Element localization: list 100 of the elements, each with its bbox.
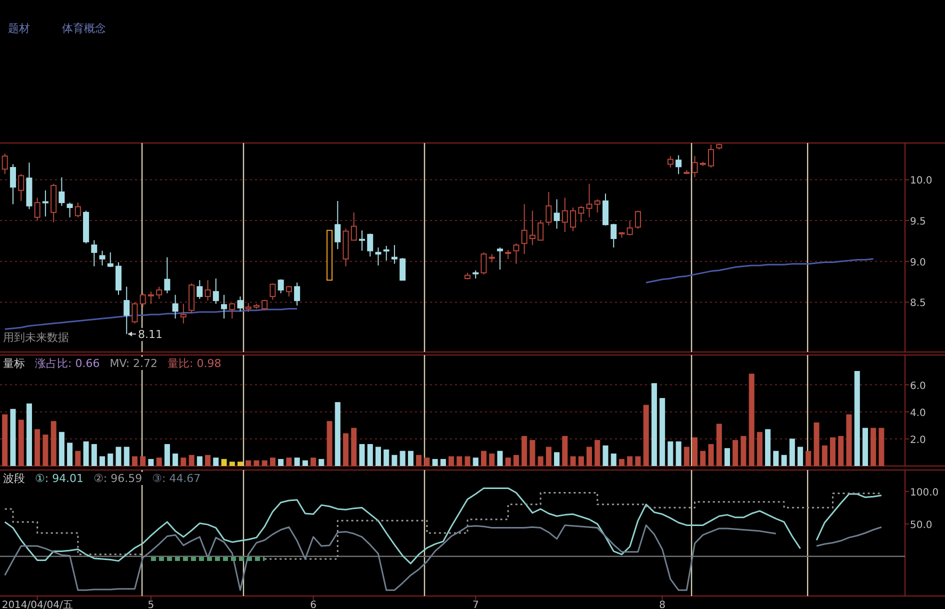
candlestick xyxy=(546,191,552,226)
bar xyxy=(870,428,876,466)
bar xyxy=(440,458,446,466)
candlestick xyxy=(496,247,503,270)
bar xyxy=(148,458,154,466)
bar xyxy=(481,450,486,466)
candlestick xyxy=(626,220,633,236)
y-tick-label: 6.0 xyxy=(910,380,926,392)
bar xyxy=(830,437,836,466)
bar xyxy=(196,456,202,466)
candlestick xyxy=(294,282,300,306)
x-tick-label: 2014/04/04/五 xyxy=(2,600,73,609)
bar xyxy=(814,422,820,466)
candlestick xyxy=(554,198,560,230)
bar xyxy=(392,454,398,466)
bar xyxy=(708,444,714,466)
bar xyxy=(205,454,211,466)
candlestick xyxy=(708,144,714,168)
text: ②: 96.59 xyxy=(94,472,142,485)
bar xyxy=(505,458,511,466)
bar xyxy=(724,448,730,466)
bar xyxy=(375,446,381,466)
bar xyxy=(610,454,616,466)
bar xyxy=(635,456,641,466)
bar xyxy=(424,458,430,466)
text: 题材 xyxy=(8,22,30,35)
bar xyxy=(400,450,406,466)
candlestick xyxy=(66,202,73,218)
bar xyxy=(756,432,762,466)
candlestick xyxy=(529,210,536,246)
bar xyxy=(513,454,519,466)
text: 体育概念 xyxy=(62,22,106,35)
bar xyxy=(100,456,106,466)
candlestick xyxy=(594,198,600,213)
candlestick xyxy=(692,156,698,178)
bar xyxy=(34,429,40,466)
bar xyxy=(302,460,308,466)
bar xyxy=(262,460,268,466)
bar xyxy=(2,414,8,466)
candlestick xyxy=(375,247,382,266)
bar xyxy=(773,450,779,466)
chart-title: 波段 xyxy=(3,472,25,485)
candlestick xyxy=(350,212,357,241)
bar xyxy=(172,454,178,466)
bar xyxy=(58,432,64,466)
bar xyxy=(846,414,852,466)
candlestick xyxy=(164,256,170,294)
bar xyxy=(10,408,16,466)
bar xyxy=(408,450,414,466)
bar xyxy=(140,456,146,466)
bar xyxy=(748,374,754,466)
candlestick xyxy=(148,291,154,304)
y-tick-label: 2.0 xyxy=(910,434,926,446)
bar xyxy=(50,421,56,466)
bar xyxy=(83,441,89,466)
candlestick xyxy=(634,210,641,230)
bar xyxy=(359,444,365,466)
bar xyxy=(238,462,243,466)
bar xyxy=(326,421,332,466)
chart-title: 量标 xyxy=(3,357,25,370)
bar xyxy=(798,446,804,466)
text: ①: 94.01 xyxy=(35,472,84,485)
candlestick xyxy=(278,278,284,294)
candlestick xyxy=(172,294,178,320)
candlestick xyxy=(667,156,674,168)
candlestick xyxy=(570,206,576,232)
candlestick xyxy=(91,240,98,267)
candlestick xyxy=(513,242,520,264)
bar xyxy=(432,458,438,466)
bar xyxy=(384,450,390,466)
y-tick-label: 50.0 xyxy=(910,520,932,531)
bar xyxy=(213,458,219,466)
bar xyxy=(456,456,462,466)
bar xyxy=(676,441,682,466)
bar xyxy=(91,444,97,466)
bar xyxy=(448,456,454,466)
bar xyxy=(489,454,495,466)
candlestick xyxy=(42,190,48,217)
candlestick xyxy=(18,174,24,202)
candlestick xyxy=(180,303,186,324)
candlestick xyxy=(334,200,341,250)
bar xyxy=(497,450,503,466)
x-tick-label: 6 xyxy=(310,600,316,609)
bar xyxy=(684,446,690,466)
candlestick xyxy=(196,280,203,300)
bar xyxy=(156,458,162,466)
x-tick-label: 8 xyxy=(659,600,666,609)
bar xyxy=(472,458,478,466)
candlestick xyxy=(270,282,276,300)
bar xyxy=(124,446,130,466)
bar xyxy=(781,454,787,466)
bar xyxy=(221,458,227,466)
bar xyxy=(789,438,795,466)
candlestick xyxy=(229,302,236,320)
candlestick xyxy=(58,176,65,206)
bar xyxy=(862,428,868,466)
bar xyxy=(246,460,252,466)
candlestick xyxy=(221,294,228,320)
bar xyxy=(700,450,706,466)
bar xyxy=(18,420,24,466)
